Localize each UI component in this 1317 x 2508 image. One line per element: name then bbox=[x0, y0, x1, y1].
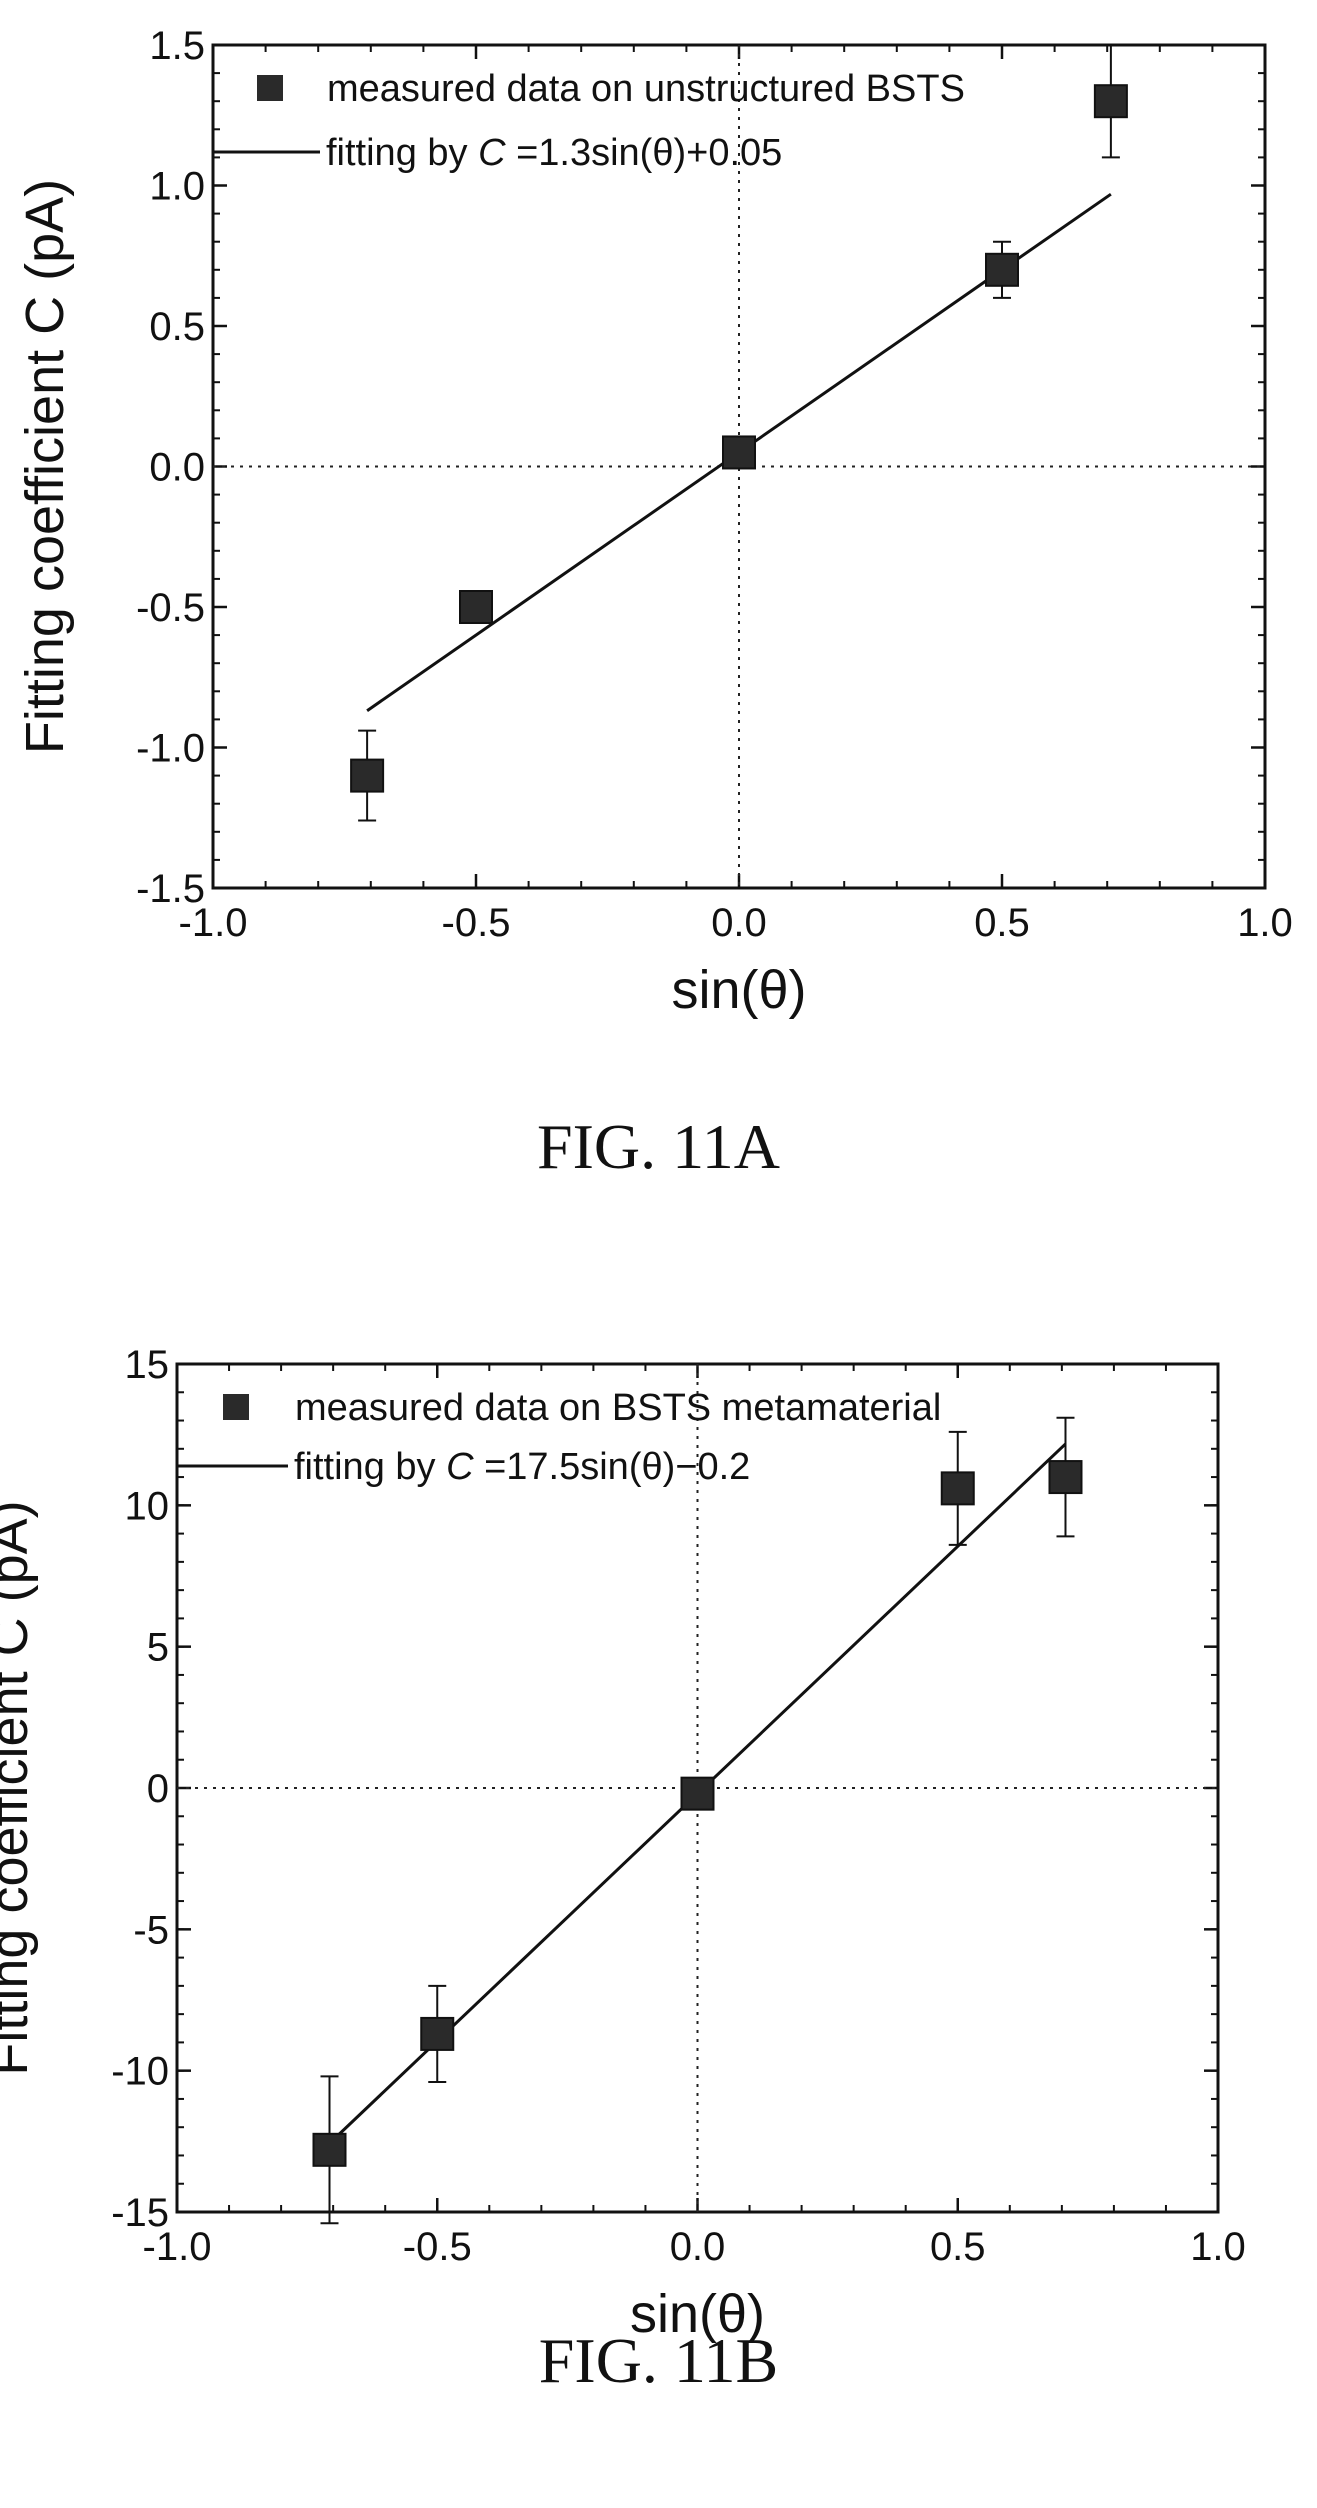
legend-fit-variable: C bbox=[446, 1446, 474, 1488]
y-tick-label: -5 bbox=[133, 1908, 169, 1952]
chart-11a: -1.0 -0.5 0.0 0.5 1.0-1.5-1.0-0.50.00.51.01.… bbox=[15, 24, 1293, 1020]
x-tick-label: -1.0 bbox=[179, 901, 248, 945]
y-tick-label: 1.5 bbox=[149, 24, 205, 68]
y-tick-label: 0.0 bbox=[149, 446, 205, 490]
y-tick-label: 15 bbox=[125, 1343, 170, 1387]
legend-fit-variable: C bbox=[478, 132, 506, 174]
y-tick-label: -15 bbox=[111, 2191, 169, 2235]
figure-caption: FIG. 11A bbox=[537, 1111, 780, 1182]
x-axis-label: sin(θ) bbox=[630, 2284, 765, 2344]
y-tick-label: -0.5 bbox=[136, 586, 205, 630]
x-tick-label: 0.0 bbox=[670, 2225, 726, 2269]
legend-marker-square bbox=[223, 1394, 249, 1420]
y-tick-label: -10 bbox=[111, 2050, 169, 2094]
y-axis-label: Fitting coefficient C (pA) bbox=[15, 179, 75, 754]
x-axis-label: sin(θ) bbox=[671, 960, 806, 1020]
figure-11b: -1.0 -0.5 0.0 0.5 1.0 -15 -10 -5 0 5 10 15 sin(θ) Fit… bbox=[0, 1254, 1317, 2508]
legend-label-fit: fitting by C =1.3sin(θ)+0.05 bbox=[326, 132, 782, 174]
legend-label-measured: measured data on unstructured BSTS bbox=[327, 68, 965, 110]
legend-fit-equation: =1.3sin(θ)+0.05 bbox=[506, 132, 783, 174]
legend-fit-equation: =17.5sin(θ)−0.2 bbox=[474, 1446, 751, 1488]
x-tick-label: 0.0 bbox=[711, 901, 767, 945]
y-tick-label: 5 bbox=[147, 1626, 169, 1670]
data-point bbox=[985, 252, 1019, 287]
x-tick-label: 0.5 bbox=[974, 901, 1030, 945]
y-tick-label: -1.5 bbox=[136, 867, 205, 911]
y-axis-label: Fitting coefficient C (pA) bbox=[0, 1500, 39, 2075]
data-point bbox=[459, 590, 493, 624]
y-tick-label: 0 bbox=[147, 1767, 169, 1811]
data-point bbox=[940, 1471, 975, 1506]
data-point bbox=[1093, 84, 1128, 119]
x-tick-label: 1.0 bbox=[1190, 2225, 1246, 2269]
x-tick-label: 0.5 bbox=[930, 2225, 986, 2269]
chart-11b: -1.0 -0.5 0.0 0.5 1.0 -15 -10 -5 0 5 10 15 sin(θ) Fit… bbox=[0, 1343, 1246, 2344]
legend-marker-square bbox=[257, 75, 283, 101]
data-point bbox=[312, 2132, 347, 2167]
x-tick-label: -1.0 bbox=[143, 2225, 212, 2269]
x-tick-label: -0.5 bbox=[442, 901, 511, 945]
y-tick-label: 10 bbox=[125, 1484, 170, 1528]
data-point bbox=[680, 1776, 715, 1811]
legend-label-fit: fitting by C =17.5sin(θ)−0.2 bbox=[294, 1446, 750, 1488]
data-point bbox=[350, 758, 385, 793]
legend-fit-prefix: fitting by bbox=[326, 132, 478, 174]
y-tick-label: 0.5 bbox=[149, 305, 205, 349]
data-point bbox=[1048, 1460, 1083, 1495]
y-tick-label: -1.0 bbox=[136, 727, 205, 771]
figure-11a: -1.0 -0.5 0.0 0.5 1.0 -1.5 -1.0 -0.5 0.0 0.5 1.0 1.… bbox=[15, 24, 1293, 1182]
legend-label-measured: measured data on BSTS metamaterial bbox=[295, 1387, 941, 1429]
figure-caption: FIG. 11B bbox=[538, 2325, 779, 2396]
data-point bbox=[420, 2016, 455, 2051]
data-point bbox=[722, 435, 756, 470]
x-tick-label: 1.0 bbox=[1237, 901, 1293, 945]
y-tick-label: 1.0 bbox=[149, 165, 205, 209]
x-tick-label: -0.5 bbox=[403, 2225, 472, 2269]
legend-fit-prefix: fitting by bbox=[294, 1446, 446, 1488]
